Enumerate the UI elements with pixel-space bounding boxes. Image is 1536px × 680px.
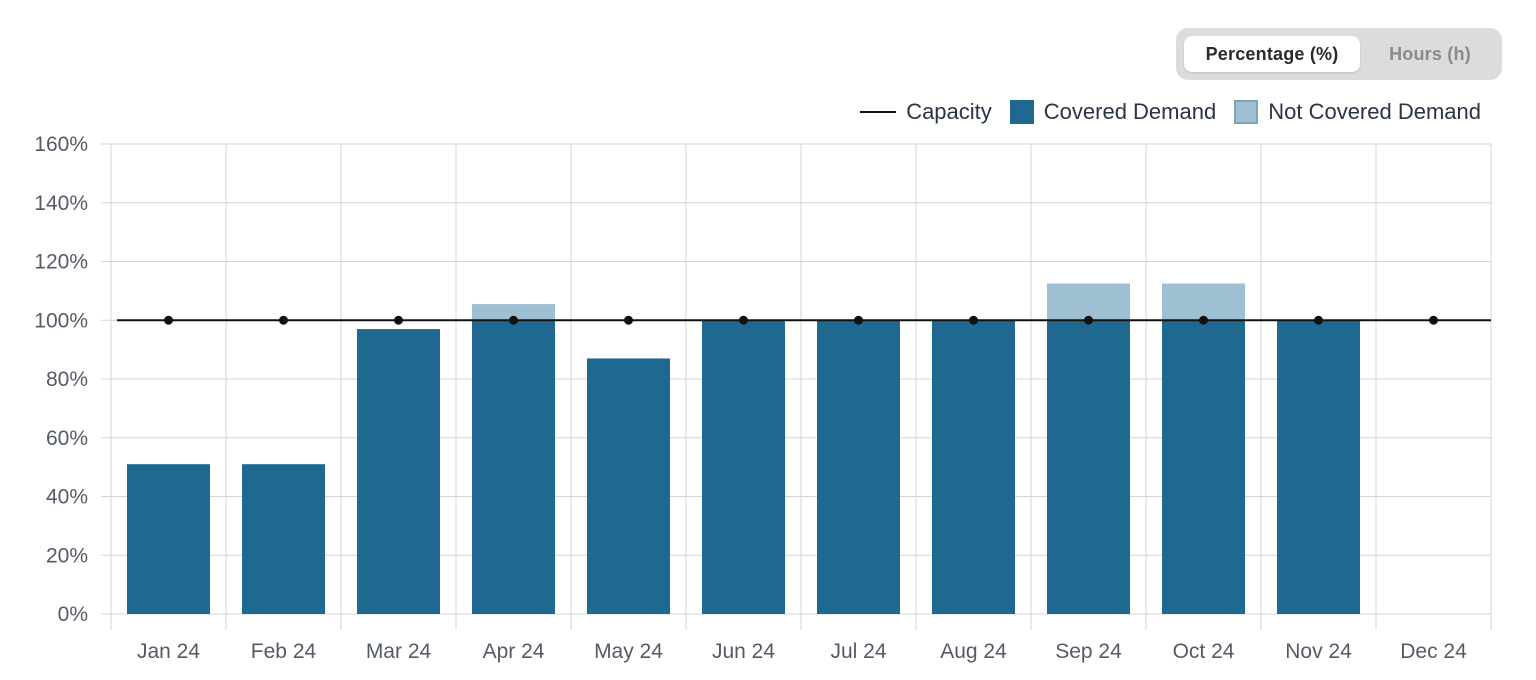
- bar-covered-mar-24: [357, 329, 440, 614]
- y-tick-label: 40%: [46, 486, 88, 509]
- legend-label-covered: Covered Demand: [1043, 99, 1217, 124]
- legend-label-capacity: Capacity: [906, 99, 992, 124]
- bar-covered-oct-24: [1162, 320, 1245, 614]
- bar-covered-sep-24: [1047, 320, 1130, 614]
- x-tick-label: Sep 24: [1055, 640, 1122, 663]
- bar-covered-may-24: [587, 358, 670, 614]
- y-tick-label: 80%: [46, 368, 88, 391]
- legend-item-not-covered[interactable]: Not Covered Demand: [1234, 99, 1481, 125]
- y-tick-label: 160%: [34, 133, 88, 156]
- capacity-point: [1084, 315, 1093, 325]
- hours-toggle-button[interactable]: Hours (h): [1389, 43, 1471, 64]
- y-tick-label: 60%: [46, 427, 88, 450]
- x-tick-label: Jul 24: [830, 640, 886, 663]
- bar-covered-nov-24: [1277, 320, 1360, 614]
- legend-item-capacity[interactable]: Capacity: [860, 99, 992, 125]
- capacity-point: [854, 315, 863, 325]
- x-tick-label: Mar 24: [366, 640, 432, 663]
- capacity-point: [1199, 315, 1208, 325]
- x-tick-label: Dec 24: [1400, 640, 1467, 663]
- covered-swatch: [1009, 100, 1034, 124]
- bar-covered-apr-24: [472, 320, 555, 614]
- capacity-point: [1429, 315, 1438, 325]
- bar-not-covered-apr-24: [472, 304, 555, 321]
- chart-legend: Capacity Covered Demand Not Covered Dema…: [860, 96, 1481, 128]
- x-tick-label: Aug 24: [940, 640, 1007, 663]
- y-tick-label: 140%: [34, 192, 88, 215]
- capacity-line-swatch: [860, 111, 897, 113]
- unit-toggle: Percentage (%) Hours (h): [1176, 28, 1502, 80]
- capacity-point: [394, 315, 403, 325]
- x-tick-label: Nov 24: [1285, 640, 1352, 663]
- capacity-point: [624, 315, 633, 325]
- bar-not-covered-oct-24: [1162, 283, 1245, 321]
- x-tick-label: Oct 24: [1173, 640, 1235, 663]
- bar-covered-jun-24: [702, 320, 785, 614]
- y-tick-label: 120%: [34, 251, 88, 274]
- percentage-toggle-button[interactable]: Percentage (%): [1184, 36, 1360, 72]
- y-tick-label: 0%: [58, 603, 88, 626]
- capacity-point: [164, 315, 173, 325]
- bar-covered-jan-24: [127, 464, 210, 614]
- bar-covered-jul-24: [817, 320, 900, 614]
- x-tick-label: Jan 24: [137, 640, 200, 663]
- bar-covered-feb-24: [242, 464, 325, 614]
- legend-item-covered[interactable]: Covered Demand: [1009, 99, 1217, 125]
- capacity-point: [279, 315, 288, 325]
- y-tick-label: 20%: [46, 544, 88, 567]
- capacity-point: [739, 315, 748, 325]
- capacity-point: [969, 315, 978, 325]
- x-tick-label: Apr 24: [483, 640, 545, 663]
- capacity-point: [509, 315, 518, 325]
- legend-label-not-covered: Not Covered Demand: [1268, 99, 1481, 124]
- x-tick-label: May 24: [594, 640, 663, 663]
- x-tick-label: Feb 24: [251, 640, 317, 663]
- bar-not-covered-sep-24: [1047, 283, 1130, 321]
- y-tick-label: 100%: [34, 309, 88, 332]
- not-covered-swatch: [1234, 100, 1259, 124]
- x-tick-label: Jun 24: [712, 640, 775, 663]
- bar-covered-aug-24: [932, 320, 1015, 614]
- capacity-point: [1314, 315, 1323, 325]
